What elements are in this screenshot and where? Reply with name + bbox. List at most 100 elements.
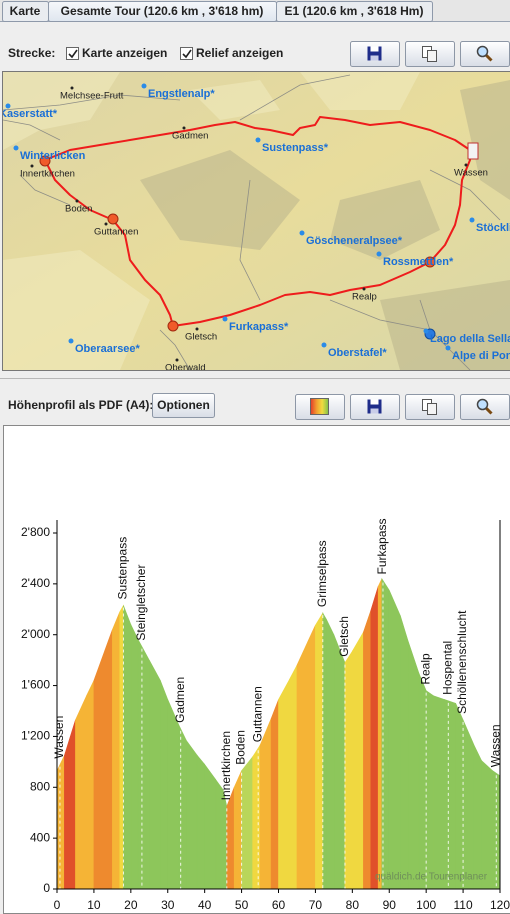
y-tick-label: 1'600 xyxy=(21,678,50,692)
place-dot xyxy=(70,86,74,90)
profile-segment xyxy=(363,610,372,890)
profile-segment xyxy=(160,680,169,890)
waypoint-label: Gletsch xyxy=(337,616,351,657)
icon-floppy-label xyxy=(370,399,379,405)
place-label[interactable]: Kaserstatt* xyxy=(0,108,58,120)
icon-copy-front xyxy=(427,50,437,62)
place-label[interactable]: Oberwald xyxy=(165,363,206,374)
place-dot xyxy=(255,137,261,143)
profile-segment xyxy=(352,631,364,890)
profile-segment xyxy=(433,695,445,890)
place-label[interactable]: Rossmettlen* xyxy=(383,256,454,268)
x-tick-label: 120 xyxy=(490,898,510,912)
profile-segment xyxy=(296,640,309,890)
place-label[interactable]: Oberaarsee* xyxy=(75,343,141,355)
map-road xyxy=(3,94,181,111)
waypoint-label: Schöllenenschlucht xyxy=(455,610,469,714)
place-label[interactable]: Innertkirchen xyxy=(20,169,75,180)
place-label[interactable]: Winterlicken xyxy=(20,150,86,162)
place-label[interactable]: Gadmen xyxy=(172,131,208,142)
place-label[interactable]: Melchsee-Frutt xyxy=(60,91,124,102)
color-button[interactable] xyxy=(295,394,345,420)
x-tick-label: 110 xyxy=(454,898,473,912)
checkbox[interactable]: Relief anzeigen xyxy=(180,46,284,60)
options-button[interactable]: Optionen xyxy=(152,393,215,418)
checkbox[interactable]: Karte anzeigen xyxy=(66,46,168,60)
tab[interactable]: E1 (120.6 km , 3'618 Hm) xyxy=(276,1,433,22)
tab[interactable]: Karte xyxy=(2,1,49,22)
profile-toolbar-label: Höhenprofil als PDF (A4): xyxy=(8,398,153,412)
icon-zoom-lens xyxy=(476,398,489,411)
place-label[interactable]: Boden xyxy=(65,204,92,215)
checkbox-label: Karte anzeigen xyxy=(82,46,167,60)
waypoint-label: Boden xyxy=(234,730,248,765)
profile-segment xyxy=(178,724,187,890)
place-label[interactable]: Lago della Sella xyxy=(430,333,510,345)
copy-button[interactable] xyxy=(405,41,455,67)
place-label[interactable]: Stöckli xyxy=(476,222,510,234)
zoom-button[interactable] xyxy=(460,41,510,67)
save-button[interactable] xyxy=(350,394,400,420)
icon-floppy-label xyxy=(370,46,379,52)
start-flag xyxy=(467,142,479,160)
place-label[interactable]: Engstlenalp* xyxy=(148,88,215,100)
terrain-shade xyxy=(140,150,300,250)
map-road xyxy=(329,299,431,331)
place-label[interactable]: Guttannen xyxy=(94,227,138,238)
waypoint-label: Wassen xyxy=(52,716,66,759)
place-dot xyxy=(445,345,451,351)
profile-segment xyxy=(344,650,353,890)
place-dot xyxy=(362,287,366,291)
profile-segment xyxy=(204,763,217,890)
save-button[interactable] xyxy=(350,41,400,67)
profile-segment xyxy=(444,699,457,890)
icon-gradient xyxy=(310,398,329,415)
tab[interactable]: Gesamte Tour (120.6 km , 3'618 hm) xyxy=(48,1,277,22)
place-label[interactable]: Göscheneralpsee* xyxy=(306,235,403,247)
place-label[interactable]: Furkapass* xyxy=(229,321,289,333)
y-tick-label: 400 xyxy=(30,830,50,844)
waypoint-label: Guttannen xyxy=(250,686,264,742)
place-label[interactable]: Realp xyxy=(352,292,377,303)
place-dot xyxy=(30,164,34,168)
place-label[interactable]: Wassen xyxy=(454,168,488,179)
place-dot xyxy=(141,83,147,89)
x-tick-label: 30 xyxy=(161,898,175,912)
profile-segment xyxy=(112,611,121,890)
place-label[interactable]: Sustenpass* xyxy=(262,142,329,154)
waypoint-marker[interactable] xyxy=(39,155,51,167)
waypoint-marker[interactable] xyxy=(167,320,179,332)
profile-segment xyxy=(93,649,106,890)
waypoint-marker[interactable] xyxy=(107,213,119,225)
waypoint-marker[interactable] xyxy=(424,256,436,268)
zoom-button[interactable] xyxy=(460,394,510,420)
x-tick-label: 40 xyxy=(198,898,212,912)
checkbox-check xyxy=(182,49,192,59)
place-dot xyxy=(68,338,74,344)
tab-label: E1 (120.6 km , 3'618 Hm) xyxy=(285,4,424,18)
profile-segment xyxy=(307,625,316,890)
profile-segment xyxy=(56,755,65,890)
profile-segment xyxy=(418,672,427,890)
copy-button[interactable] xyxy=(405,394,455,420)
place-dot xyxy=(222,316,228,322)
place-dot xyxy=(182,126,186,130)
place-label[interactable]: Oberstafel* xyxy=(328,347,387,359)
profile-segment xyxy=(462,719,475,890)
icon-copy-front xyxy=(427,403,437,415)
y-tick-label: 800 xyxy=(30,779,50,793)
watermark: quäldich.de Tourenplaner xyxy=(375,872,488,883)
place-label[interactable]: Gletsch xyxy=(185,332,217,343)
tab-label: Gesamte Tour (120.6 km , 3'618 hm) xyxy=(61,4,264,18)
button-frame xyxy=(152,393,215,418)
place-dot xyxy=(195,327,199,331)
icon-floppy-slot xyxy=(370,55,379,61)
place-label[interactable]: Alpe di Pon xyxy=(452,350,510,362)
profile-segment xyxy=(455,703,464,890)
profile-segment xyxy=(315,612,324,890)
x-tick-label: 80 xyxy=(346,898,360,912)
profile-segment xyxy=(407,639,420,890)
profile-segment xyxy=(137,639,150,890)
checkbox-box xyxy=(180,47,193,60)
y-tick-label: 1'200 xyxy=(21,729,50,743)
